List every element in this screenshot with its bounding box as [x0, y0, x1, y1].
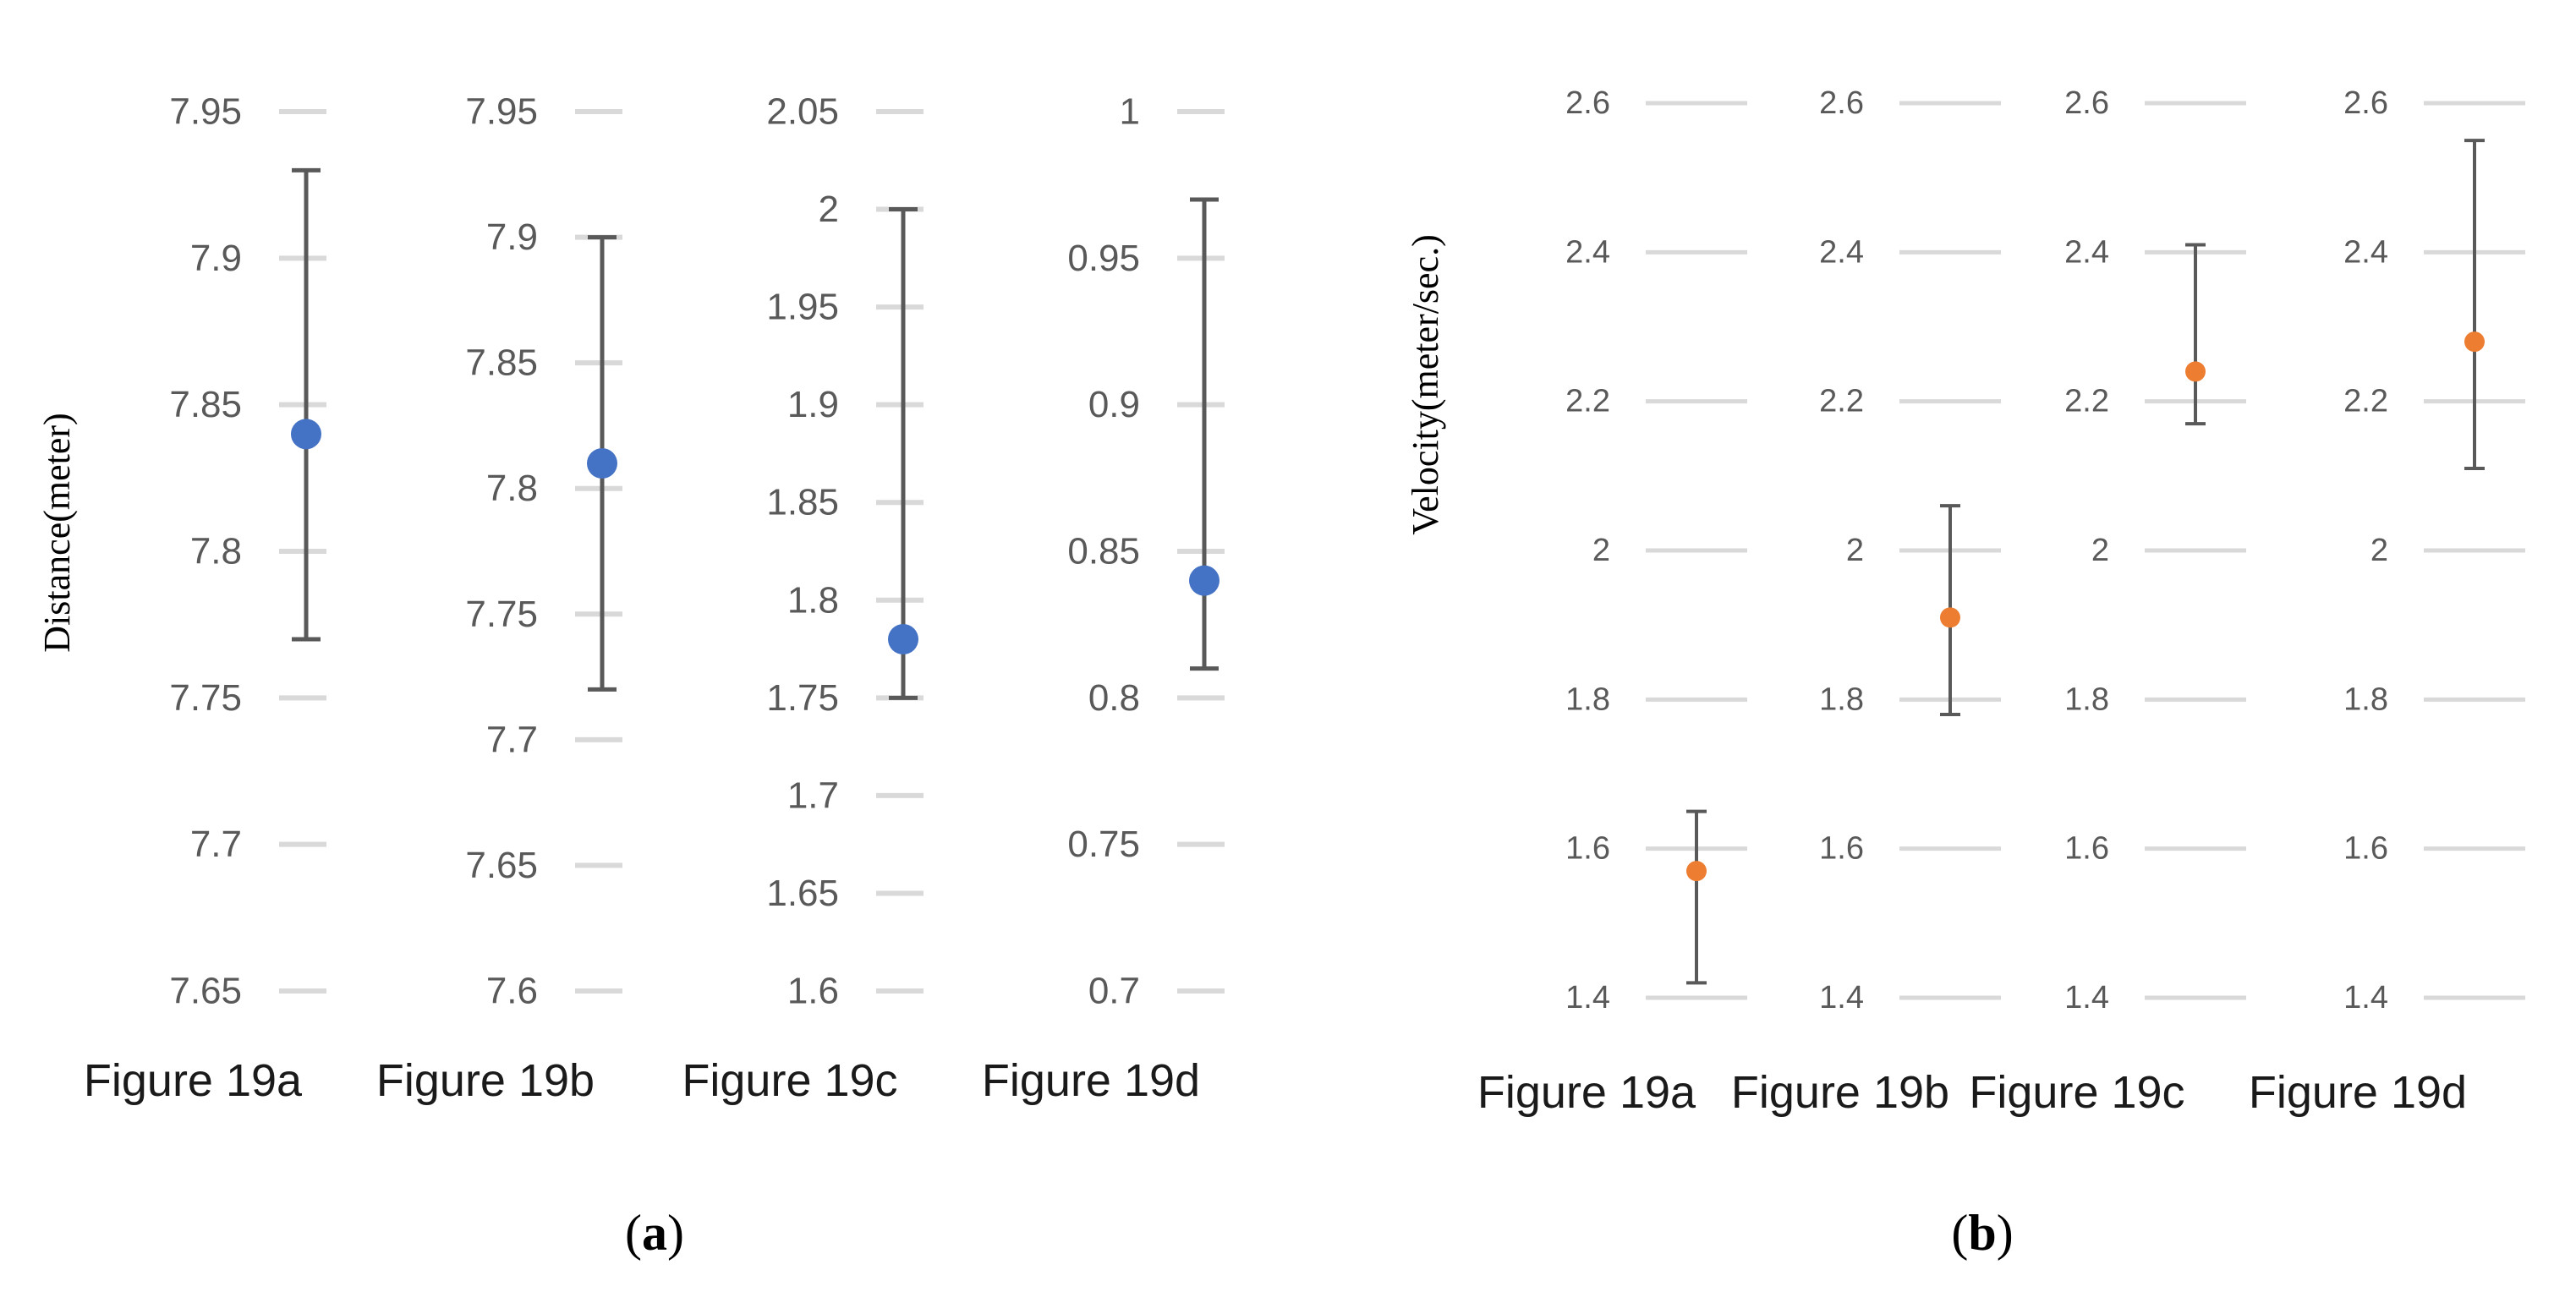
panel-b-y-tick-label: 2.2 [1565, 384, 1610, 419]
panel-a-y-tick-label: 7.95 [465, 91, 538, 133]
panel-a-y-tick-label: 1.65 [766, 873, 839, 914]
panel-a-data-point [888, 624, 918, 654]
panel-b-y-tick-label: 2 [2091, 533, 2109, 568]
panel-b-y-tick-label: 1.8 [2064, 682, 2109, 717]
panel-a-y-tick-label: 1.6 [787, 971, 839, 1012]
panel-a-y-tick-label: 7.75 [465, 594, 538, 635]
panel-a-y-tick-label: 7.8 [486, 468, 538, 509]
panel-b-caption-letter: b [1968, 1205, 1996, 1261]
panel-a-category-label: Figure 19a [84, 1055, 303, 1106]
panel-a-y-tick-label: 0.7 [1088, 971, 1140, 1012]
panel-b-y-tick-label: 2 [1592, 533, 1610, 568]
panel-a-subplot-4: 0.7 0.75 0.8 0.85 0.9 0.95 1 Figure 19d [982, 91, 1225, 1106]
panel-a-y-tick-label: 7.65 [169, 971, 242, 1012]
panel-b-caption: (b) [1951, 1205, 2013, 1261]
panel-a-subplot-3: 1.6 1.65 1.7 1.75 1.8 1.85 1.9 1.95 2 2.05 Figure … [682, 91, 924, 1106]
panel-a-data-point [291, 419, 321, 450]
panel-b-caption-open: ( [1951, 1205, 1968, 1261]
panel-a-y-tick-label: 1.85 [766, 482, 839, 523]
panel-a-caption-letter: a [642, 1205, 667, 1261]
panel-a-data-point [587, 448, 617, 479]
panel-a-y-tick-label: 7.7 [190, 824, 242, 865]
panel-a-category-label: Figure 19c [682, 1055, 897, 1106]
panel-b-y-tick-label: 1.6 [1565, 831, 1610, 867]
panel-b-data-point [1686, 861, 1707, 882]
panel-a-y-tick-label: 1.8 [787, 579, 839, 621]
panel-b-y-tick-label: 2.2 [1819, 384, 1864, 419]
panel-b-y-tick-label: 2.4 [1819, 234, 1864, 270]
panel-b-subplot-1: 1.4 1.6 1.8 2 2.2 2.4 2.6 Figure 19a [1477, 85, 1747, 1118]
panel-b-y-tick-label: 2.2 [2064, 384, 2109, 419]
panel-b-y-tick-label: 1.6 [2064, 831, 2109, 867]
panel-a-category-label: Figure 19b [376, 1055, 595, 1106]
panel-b-y-tick-label: 2.4 [1565, 234, 1610, 270]
panel-a-caption-close: ) [667, 1205, 684, 1261]
panel-b-category-label: Figure 19d [2249, 1067, 2467, 1118]
panel-a-y-tick-label: 7.85 [465, 342, 538, 384]
panel-a-y-tick-label: 0.9 [1088, 384, 1140, 425]
panel-a-y-tick-label: 1 [1120, 91, 1140, 133]
panel-b-data-point [2185, 361, 2206, 382]
panel-b-y-tick-label: 2.4 [2064, 234, 2109, 270]
panel-b-y-tick-label: 2 [2370, 533, 2388, 568]
panel-b-category-label: Figure 19a [1477, 1067, 1696, 1118]
panel-a-y-tick-label: 7.8 [190, 531, 242, 572]
panel-b-subplot-4: 1.4 1.6 1.8 2 2.2 2.4 2.6 Figure 19d [2249, 85, 2525, 1118]
panel-a-y-tick-label: 0.95 [1067, 238, 1140, 279]
panel-b-subplots: 1.4 1.6 1.8 2 2.2 2.4 2.6 Figure 19a 1.4 1.6 1.8 2 2… [1477, 85, 2525, 1118]
panel-a-y-axis-label: Distance(meter) [36, 413, 78, 652]
panel-b-y-tick-label: 1.6 [1819, 831, 1864, 867]
panel-b-subplot-3: 1.4 1.6 1.8 2 2.2 2.4 2.6 Figure 19c [1969, 85, 2246, 1118]
panel-a-y-tick-label: 1.7 [787, 775, 839, 816]
panel-a-subplot-2: 7.6 7.65 7.7 7.75 7.8 7.85 7.9 7.95 Figure 19b [376, 91, 622, 1106]
panel-b-y-axis-label: Velocity(meter/sec.) [1405, 234, 1446, 535]
panel-a-subplot-1: 7.65 7.7 7.75 7.8 7.85 7.9 7.95 Figure 19a [84, 91, 326, 1106]
panel-b-y-tick-label: 1.4 [1565, 980, 1610, 1016]
panel-b-y-tick-label: 1.8 [2343, 682, 2388, 717]
panel-b-y-tick-label: 1.4 [2343, 980, 2388, 1016]
panel-b-y-tick-label: 1.8 [1819, 682, 1864, 717]
panel-a-data-point [1189, 565, 1219, 596]
panel-a-y-tick-label: 7.75 [169, 677, 242, 719]
panel-a-y-tick-label: 0.85 [1067, 531, 1140, 572]
panel-b-y-tick-label: 2.6 [2064, 85, 2109, 121]
panel-a-y-tick-label: 1.9 [787, 384, 839, 425]
panel-a-category-label: Figure 19d [982, 1055, 1200, 1106]
panel-b: Velocity(meter/sec.) 1.4 1.6 1.8 2 2.2 2.4 2.6… [1405, 85, 2525, 1261]
panel-a-y-tick-label: 7.7 [486, 719, 538, 760]
panel-a-y-tick-label: 7.95 [169, 91, 242, 133]
panel-b-subplot-2: 1.4 1.6 1.8 2 2.2 2.4 2.6 Figure 19b [1731, 85, 2001, 1118]
panel-b-y-tick-label: 2.4 [2343, 234, 2388, 270]
panel-b-caption-close: ) [1997, 1205, 2014, 1261]
panel-a-y-tick-label: 0.8 [1088, 677, 1140, 719]
panel-b-y-tick-label: 1.4 [2064, 980, 2109, 1016]
panel-b-y-tick-label: 1.4 [1819, 980, 1864, 1016]
panel-a-y-tick-label: 1.95 [766, 287, 839, 328]
panel-b-data-point [1940, 607, 1960, 628]
panel-b-data-point [2464, 331, 2485, 353]
panel-b-y-tick-label: 2 [1846, 533, 1864, 568]
panel-b-category-label: Figure 19b [1731, 1067, 1949, 1118]
panel-a-caption: (a) [625, 1205, 684, 1261]
panel-a-y-tick-label: 7.9 [486, 216, 538, 258]
panel-a-y-tick-label: 7.85 [169, 384, 242, 425]
panel-a-y-tick-label: 7.9 [190, 238, 242, 279]
panel-a-y-tick-label: 1.75 [766, 677, 839, 719]
panel-a-caption-open: ( [625, 1205, 642, 1261]
panel-a: Distance(meter) 7.65 7.7 7.75 7.8 7.85 7.9 7.9… [36, 91, 1225, 1261]
panel-b-y-tick-label: 2.6 [2343, 85, 2388, 121]
panel-a-y-tick-label: 7.65 [465, 845, 538, 886]
panel-a-y-tick-label: 7.6 [486, 971, 538, 1012]
panel-a-y-tick-label: 0.75 [1067, 824, 1140, 865]
panel-b-y-tick-label: 2.6 [1819, 85, 1864, 121]
panel-b-y-tick-label: 2.6 [1565, 85, 1610, 121]
panel-a-y-tick-label: 2 [819, 189, 839, 230]
panel-b-y-tick-label: 1.8 [1565, 682, 1610, 717]
panel-b-y-tick-label: 2.2 [2343, 384, 2388, 419]
panel-b-category-label: Figure 19c [1969, 1067, 2184, 1118]
panel-b-y-tick-label: 1.6 [2343, 831, 2388, 867]
panel-a-y-tick-label: 2.05 [766, 91, 839, 133]
